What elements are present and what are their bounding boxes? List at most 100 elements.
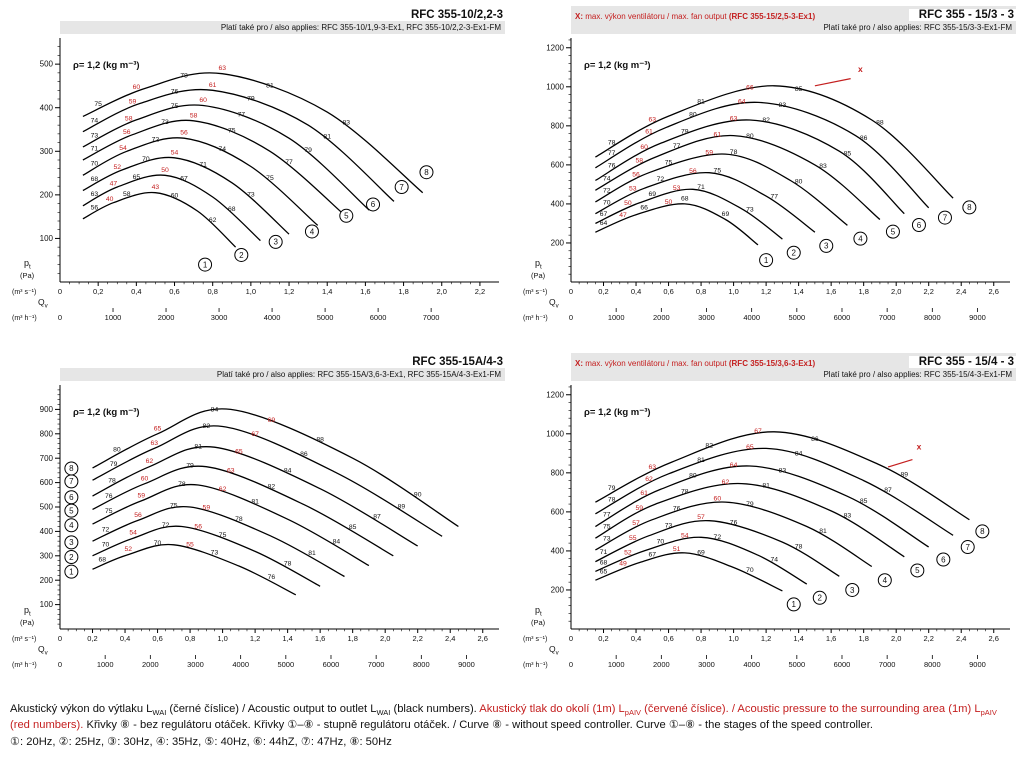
acoustic-output-label: 75 [105,508,113,515]
curve-8 [82,72,424,194]
acoustic-output-label: 88 [316,437,324,444]
acoustic-pressure-label: 63 [227,468,235,475]
x-tick-label-h: 6000 [370,313,387,322]
acoustic-output-label: 81 [697,98,705,105]
y-axis-label: pt [24,605,31,618]
acoustic-output-label: 81 [194,444,202,451]
acoustic-output-label: 82 [762,117,770,124]
curve-8 [595,431,970,521]
curve-number-badge [339,208,354,223]
x-tick-label-s: 1,8 [398,287,408,296]
curve-number-badge [910,563,925,578]
acoustic-output-label: 72 [657,176,665,183]
x-unit-h-label: (m³ h⁻¹) [12,662,37,669]
density-label: ρ= 1,2 (kg m⁻³) [584,407,651,418]
acoustic-pressure-label: 59 [636,505,644,512]
flow-label: Qv [549,644,560,657]
acoustic-output-label: 72 [603,187,611,194]
acoustic-output-label: 75 [603,523,611,530]
acoustic-output-label: 78 [180,72,188,79]
x-tick-label-h: 9000 [458,660,475,669]
acoustic-output-label: 85 [844,151,852,158]
acoustic-pressure-label: 63 [649,464,657,471]
curve-number-badge [885,224,900,239]
origin-label-h: 0 [569,660,573,669]
max-output-marker-line [814,78,851,87]
x-tick-label-h: 1000 [608,660,625,669]
curve-number: 1 [764,256,769,265]
x-tick-label-s: 1,6 [360,287,370,296]
curve-6 [82,104,370,211]
footnote-segment: (černé číslice) / Acoustic output to out… [166,703,377,715]
acoustic-output-label: 89 [398,503,406,510]
x-tick-label-h: 1000 [608,313,625,322]
acoustic-output-label: 72 [102,527,110,534]
chart-applies: Platí také pro / also applies: RFC 355-1… [571,368,1016,381]
acoustic-output-label: 77 [608,150,616,157]
curve-number: 1 [69,567,74,576]
chart-panel-1: RFC 355-10/2,2-3 Platí také pro / also ap… [8,6,505,345]
acoustic-output-label: 88 [876,119,884,126]
curve-2 [595,188,783,240]
acoustic-output-label: 69 [697,549,705,556]
acoustic-output-label: 78 [178,481,186,488]
x-tick-label-s: 0,8 [696,287,706,296]
x-tick-label-s: 2,2 [412,634,422,643]
x-tick-label-s: 0,4 [131,287,141,296]
acoustic-output-label: 72 [162,522,170,529]
acoustic-output-label: 74 [218,146,226,153]
curve-number-badge [419,165,434,180]
x-unit-s-label: (m³ s⁻¹) [523,289,547,296]
chart-title: RFC 355 - 15/3 - 3 [908,9,1016,21]
acoustic-pressure-label: 58 [190,112,198,119]
acoustic-output-label: 70 [603,199,611,206]
x-tick-label-s: 1,4 [793,287,803,296]
x-unit-h-label: (m³ h⁻¹) [523,315,548,322]
x-tick-label-h: 8000 [924,660,941,669]
flow-label: Qv [38,297,49,310]
x-tick-label-h: 4000 [743,660,760,669]
acoustic-output-label: 81 [697,457,705,464]
x-tick-label-s: 2,4 [956,634,966,643]
acoustic-pressure-label: 69 [268,417,276,424]
acoustic-pressure-label: 50 [665,199,673,206]
x-tick-label-h: 9000 [969,660,986,669]
chart-panel-2: X: max. výkon ventilátoru / max. fan out… [519,6,1016,345]
acoustic-pressure-label: 62 [219,486,227,493]
curve-number: 8 [69,464,74,473]
acoustic-output-label: 75 [714,168,722,175]
acoustic-output-label: 72 [152,136,160,143]
x-tick-label-s: 2,4 [956,287,966,296]
acoustic-output-label: 56 [91,204,99,211]
curve-number-badge [975,524,990,539]
curve-number-badge [64,518,79,533]
y-tick-label: 200 [40,190,54,199]
curve-3 [595,520,840,577]
acoustic-output-label: 79 [608,485,616,492]
acoustic-output-label: 68 [98,557,106,564]
acoustic-output-label: 68 [91,176,99,183]
x-tick-label-s: 2,2 [923,634,933,643]
x-tick-label-s: 0,8 [207,287,217,296]
x-tick-label-h: 5000 [788,313,805,322]
acoustic-pressure-label: 51 [673,546,681,553]
max-output-marker: x [917,441,922,451]
curve-number: 5 [915,566,920,575]
acoustic-pressure-label: 59 [129,99,137,106]
curve-number-badge [64,490,79,505]
acoustic-output-label: 70 [657,539,665,546]
acoustic-output-label: 74 [770,556,778,563]
y-tick-label: 1000 [546,82,564,91]
acoustic-output-label: 67 [600,211,608,218]
acoustic-output-label: 83 [343,120,351,127]
acoustic-output-label: 78 [681,489,689,496]
acoustic-pressure-label: 53 [629,186,637,193]
acoustic-output-label: 78 [608,496,616,503]
acoustic-pressure-label: 57 [697,514,705,521]
acoustic-output-label: 80 [689,112,697,119]
acoustic-pressure-label: 61 [645,129,653,136]
acoustic-pressure-label: 66 [746,84,754,91]
x-tick-label-s: 2,2 [923,287,933,296]
x-tick-label-h: 6000 [834,660,851,669]
x-tick-label-s: 2,0 [891,634,901,643]
